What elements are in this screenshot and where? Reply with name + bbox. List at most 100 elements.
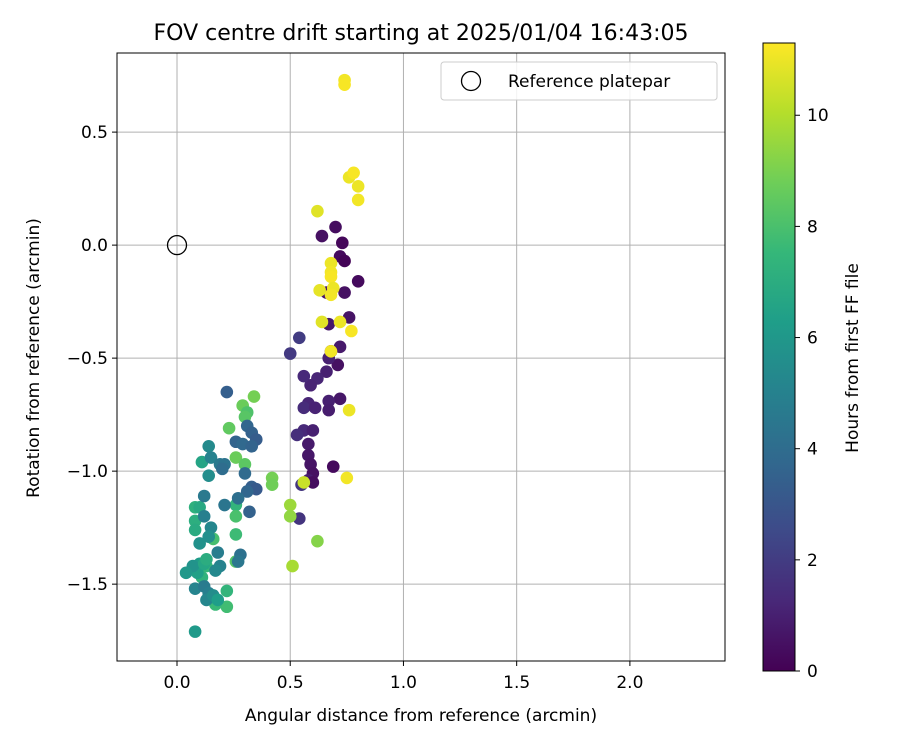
data-point — [315, 229, 329, 243]
colorbar-ticks: 0 2 4 6 8 10 — [795, 106, 829, 682]
data-point — [283, 347, 297, 360]
data-point — [247, 390, 261, 403]
data-point — [179, 566, 193, 580]
y-tick-label: 0.0 — [81, 236, 108, 256]
data-point — [231, 555, 245, 568]
data-point — [311, 534, 324, 548]
colorbar-gradient — [762, 42, 796, 672]
data-point — [331, 358, 345, 372]
colorbar-tick-label: 6 — [807, 329, 818, 349]
legend-entry-reference-platepar: Reference platepar — [508, 72, 670, 92]
data-point — [338, 254, 351, 268]
data-point — [302, 437, 315, 451]
data-point — [333, 315, 347, 329]
x-axis-ticks: 0.0 0.5 1.0 1.5 2.0 — [163, 661, 643, 693]
data-point — [347, 166, 360, 180]
data-point — [193, 537, 206, 550]
colorbar-label: Hours from first FF file — [843, 263, 863, 453]
y-axis-label: Rotation from reference (arcmin) — [24, 218, 44, 498]
data-point — [220, 600, 234, 614]
data-point — [211, 593, 225, 607]
data-point — [238, 467, 252, 480]
data-point — [202, 530, 216, 543]
data-point — [351, 274, 365, 288]
y-axis-ticks: 0.5 0.0 −0.5 −1.0 −1.5 — [67, 123, 117, 595]
legend-marker-open-circle — [460, 70, 482, 92]
data-point — [197, 510, 211, 523]
data-point — [297, 476, 311, 489]
x-tick-label: 1.5 — [503, 673, 530, 693]
data-point — [315, 315, 329, 329]
data-point — [324, 270, 338, 284]
data-point — [222, 421, 236, 435]
y-tick-label: −1.0 — [67, 462, 108, 482]
data-point — [229, 528, 243, 541]
data-point — [322, 403, 336, 417]
x-tick-label: 0.5 — [277, 673, 304, 693]
colorbar-tick-label: 4 — [807, 440, 818, 460]
x-tick-label: 1.0 — [390, 673, 417, 693]
data-point — [209, 564, 222, 577]
data-point — [218, 498, 231, 512]
data-point — [220, 385, 234, 399]
data-point — [265, 478, 279, 492]
data-point — [283, 510, 297, 523]
colorbar-tick-label: 8 — [807, 217, 818, 237]
reference-platepar-marker — [166, 234, 188, 256]
y-tick-label: −1.5 — [67, 575, 108, 595]
data-point — [297, 401, 311, 415]
data-point — [200, 552, 213, 566]
colorbar-tick-label: 2 — [807, 551, 818, 571]
data-point — [229, 510, 243, 523]
data-point — [283, 498, 297, 512]
data-point — [338, 286, 351, 299]
data-point — [322, 394, 336, 408]
data-point — [211, 546, 225, 559]
data-point — [204, 451, 218, 464]
data-point — [333, 392, 347, 406]
data-point — [202, 439, 216, 453]
data-point — [340, 471, 354, 485]
data-point — [351, 180, 365, 193]
colorbar-tick-label: 0 — [807, 662, 818, 682]
data-point — [292, 331, 306, 345]
data-point — [345, 324, 358, 338]
data-point — [286, 559, 299, 573]
data-point — [338, 78, 351, 91]
x-axis-label: Angular distance from reference (arcmin) — [245, 706, 597, 726]
data-point — [197, 489, 211, 503]
data-point — [188, 523, 202, 537]
reference-marker — [166, 234, 188, 256]
grid — [117, 53, 725, 661]
data-point — [245, 439, 259, 453]
chart-title: FOV centre drift starting at 2025/01/04 … — [154, 21, 689, 46]
data-point — [304, 378, 317, 392]
y-tick-label: −0.5 — [67, 349, 108, 369]
data-point — [229, 451, 243, 464]
data-point — [311, 204, 324, 218]
data-point — [290, 428, 304, 442]
data-point — [297, 369, 311, 383]
y-tick-label: 0.5 — [81, 123, 108, 143]
plot-frame — [116, 52, 726, 662]
colorbar: 0 2 4 6 8 10 Hours from first FF file — [762, 42, 863, 682]
scatter-points — [179, 73, 365, 638]
data-point — [342, 403, 356, 417]
data-point — [336, 236, 349, 250]
data-point — [324, 256, 338, 270]
colorbar-tick-label: 10 — [807, 106, 829, 126]
data-point — [308, 401, 322, 415]
legend-box — [440, 61, 718, 101]
data-point — [202, 469, 216, 482]
legend: Reference platepar — [440, 61, 718, 101]
data-point — [320, 365, 333, 378]
data-point — [306, 476, 320, 489]
data-point — [188, 625, 202, 638]
data-point — [231, 491, 245, 505]
data-point — [243, 505, 256, 519]
data-point — [329, 220, 342, 234]
data-point — [313, 284, 326, 297]
data-point — [351, 193, 365, 207]
data-point — [220, 584, 234, 598]
